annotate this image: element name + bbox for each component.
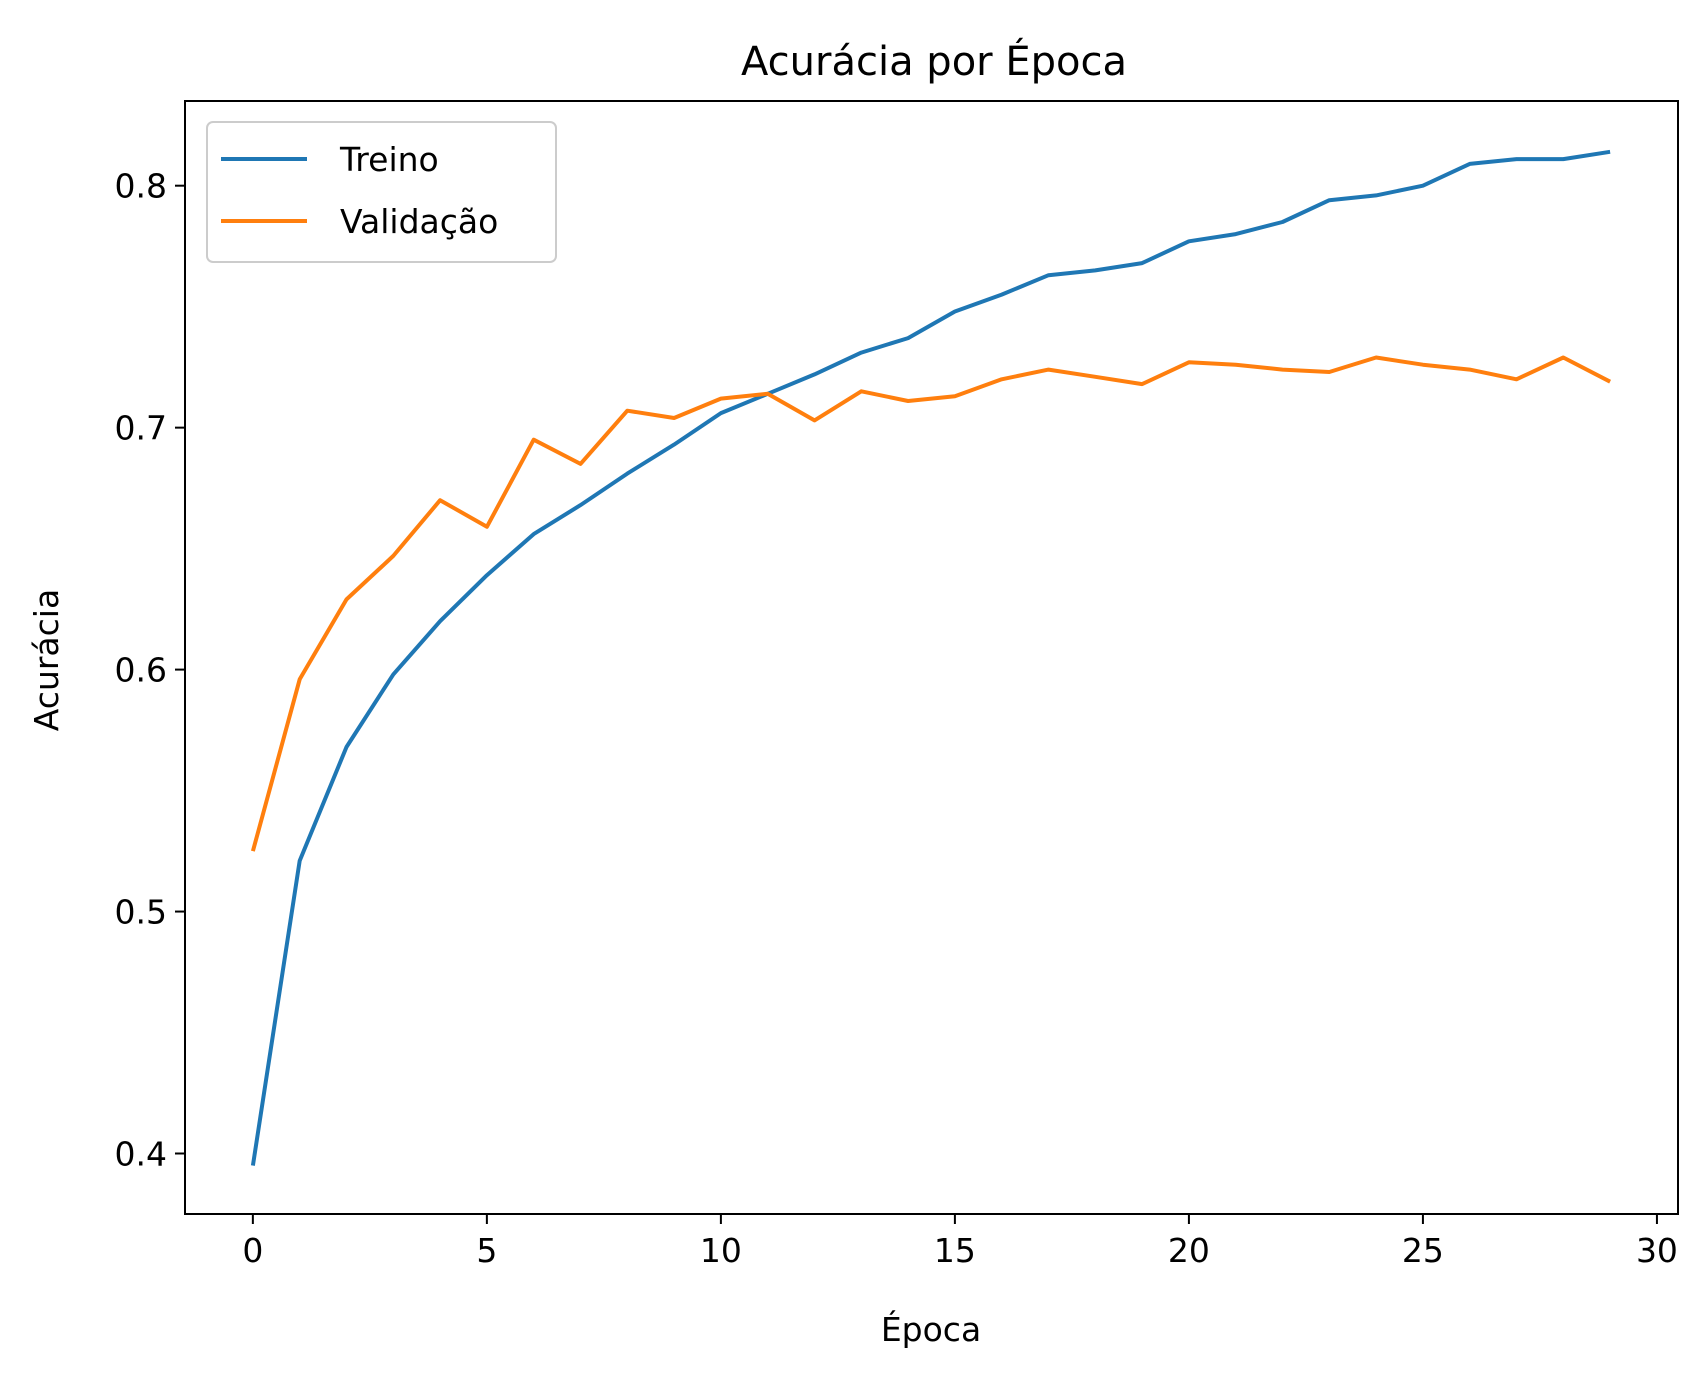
x-tick-label: 10 [700,1231,742,1270]
chart-title: Acurácia por Época [741,37,1127,85]
y-axis-label: Acurácia [27,589,66,731]
series-line-treino [250,149,1611,1166]
legend-label-treino: Treino [339,140,439,179]
legend-label-validacao: Validação [340,202,498,241]
y-tick-label: 0.4 [115,1135,167,1174]
x-tick-label: 0 [242,1231,263,1270]
series-layer [250,149,1612,1166]
x-axis: 0 5 10 15 20 25 30 [242,1214,1678,1270]
y-tick-label: 0.8 [115,167,167,206]
legend: Treino Validação [206,121,557,263]
x-tick-label: 5 [476,1231,497,1270]
y-tick-label: 0.5 [115,893,167,932]
y-tick-label: 0.7 [115,409,167,448]
x-tick-label: 30 [1636,1231,1678,1270]
series-line-validacao [250,355,1612,852]
plot-frame [184,100,1679,1215]
x-tick-label: 20 [1168,1231,1210,1270]
x-tick-label: 15 [934,1231,976,1270]
y-tick-label: 0.6 [115,651,167,690]
x-tick-label: 25 [1402,1231,1444,1270]
y-axis: 0.4 0.5 0.6 0.7 0.8 [115,167,185,1174]
x-axis-label: Época [881,1309,981,1349]
